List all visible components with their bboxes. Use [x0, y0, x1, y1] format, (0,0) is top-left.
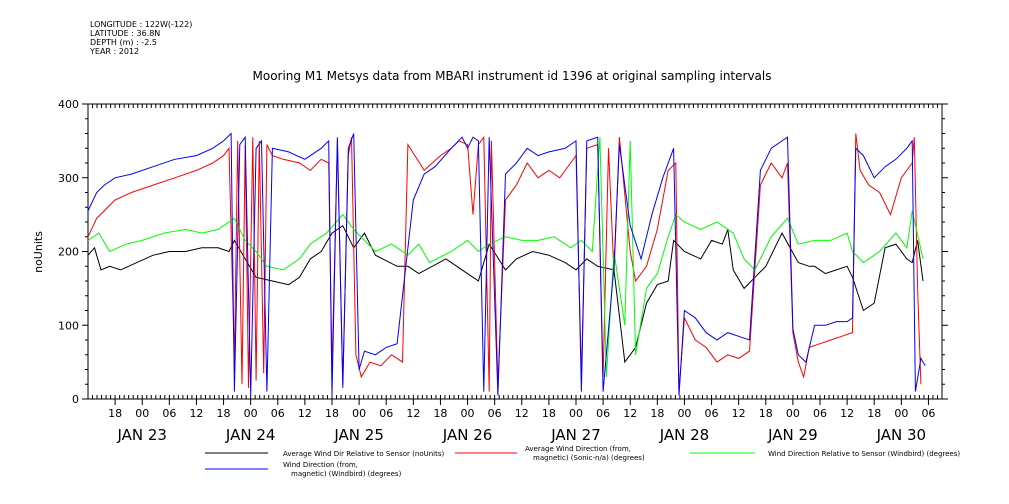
x-date-label: JAN 27	[550, 426, 601, 444]
y-tick-label: 400	[58, 98, 79, 111]
y-tick-label: 200	[58, 246, 79, 259]
x-date-label: JAN 26	[442, 426, 493, 444]
x-date-label: JAN 30	[876, 426, 927, 444]
x-hour-label: 06	[705, 407, 719, 420]
x-date-label: JAN 28	[659, 426, 710, 444]
x-hour-label: 06	[488, 407, 502, 420]
series-group	[87, 132, 926, 396]
x-hour-label: 12	[840, 407, 854, 420]
y-tick-label: 100	[58, 319, 79, 332]
x-hour-label: 12	[406, 407, 420, 420]
y-tick-label: 300	[58, 172, 79, 185]
x-hour-label: 00	[786, 407, 800, 420]
x-hour-label: 00	[135, 407, 149, 420]
latitude-label: LATITUDE : 36.8N	[90, 29, 161, 38]
x-hour-label: 06	[813, 407, 827, 420]
year-label: YEAR : 2012	[90, 47, 140, 56]
x-hour-label: 18	[650, 407, 664, 420]
plot-area-frame	[87, 103, 943, 400]
y-tick-label: 0	[72, 393, 79, 406]
legend-label-line: Average Wind Direction (from,	[525, 445, 631, 453]
x-hour-label: 00	[677, 407, 691, 420]
x-hour-label: 06	[921, 407, 935, 420]
legend-label-1: Average Wind Dir Relative to Sensor (noU…	[283, 450, 444, 458]
depth-label: DEPTH (m) : -2.5	[90, 38, 157, 47]
x-hour-label: 18	[108, 407, 122, 420]
y-axis-label: noUnits	[32, 231, 45, 273]
metadata-block: LONGITUDE : 122W(-122) LATITUDE : 36.8N …	[90, 20, 192, 56]
legend-label-line: magnetic) (Windbird) (degrees)	[291, 470, 402, 478]
longitude-label: LONGITUDE : 122W(-122)	[90, 20, 193, 29]
legend-label-line: Wind Direction (from,	[283, 461, 358, 469]
x-hour-label: 12	[298, 407, 312, 420]
series-line-1	[87, 224, 924, 364]
x-date-label: JAN 29	[767, 426, 818, 444]
x-hour-label: 18	[325, 407, 339, 420]
x-hour-label: 00	[461, 407, 475, 420]
x-hour-label: 00	[894, 407, 908, 420]
legend-label-4: Wind Direction (from, magnetic) (Windbird…	[283, 461, 402, 478]
x-hour-label: 06	[162, 407, 176, 420]
x-hour-label: 18	[867, 407, 881, 420]
chart-title: Mooring M1 Metsys data from MBARI instru…	[253, 69, 772, 83]
x-hour-label: 06	[271, 407, 285, 420]
x-axis: 18 00 06 12 18 00 06 12 18 00 06 12 18 00 06 12 18 00 06 12…	[87, 104, 943, 444]
x-hour-label: 12	[732, 407, 746, 420]
x-date-label: JAN 23	[116, 426, 167, 444]
x-date-label: JAN 24	[225, 426, 276, 444]
series-line-2	[87, 133, 922, 392]
legend-label-2: Average Wind Direction (from, magnetic) (…	[525, 445, 645, 462]
x-hour-label: 18	[759, 407, 773, 420]
x-hour-label: 06	[596, 407, 610, 420]
legend-label-3: Wind Direction Relative to Sensor (Windb…	[768, 450, 960, 458]
y-axis: 0 100 200 300 400	[58, 98, 948, 406]
series-line-3	[87, 137, 924, 377]
legend: Average Wind Dir Relative to Sensor (noU…	[205, 445, 960, 478]
x-hour-label: 00	[352, 407, 366, 420]
x-hour-label: 00	[569, 407, 583, 420]
legend-label-line: magnetic) (Sonic-n/a) (degrees)	[533, 454, 645, 462]
x-hour-label: 12	[623, 407, 637, 420]
x-hour-label: 12	[189, 407, 203, 420]
x-hour-label: 00	[244, 407, 258, 420]
x-hour-label: 06	[379, 407, 393, 420]
x-hour-label: 18	[217, 407, 231, 420]
series-line-4	[87, 132, 926, 396]
x-hour-label: 18	[542, 407, 556, 420]
x-date-label: JAN 25	[333, 426, 384, 444]
x-hour-label: 12	[515, 407, 529, 420]
x-hour-label: 18	[433, 407, 447, 420]
